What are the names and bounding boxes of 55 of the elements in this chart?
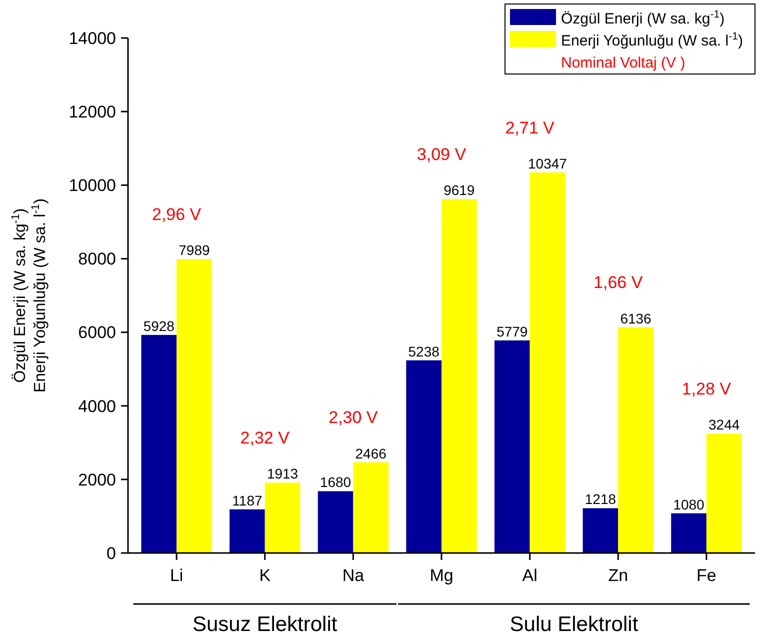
data-label: 10347 bbox=[528, 155, 568, 172]
legend-label: Özgül Enerji (W sa. kg$^{-1}$) bbox=[561, 8, 725, 28]
x-tick-label: Li bbox=[170, 566, 184, 585]
data-label: 1680 bbox=[320, 474, 352, 490]
x-tick-label: Fe bbox=[696, 566, 716, 585]
x-tick-label: Zn bbox=[608, 566, 628, 585]
data-label: 1218 bbox=[584, 491, 616, 508]
x-tick-label: K bbox=[259, 566, 272, 585]
y-tick-label: 8000 bbox=[78, 250, 116, 269]
y-tick-label: 4000 bbox=[78, 396, 116, 416]
data-label: 2466 bbox=[355, 445, 387, 462]
data-label: 1913 bbox=[266, 466, 298, 482]
bar bbox=[353, 462, 389, 553]
y-tick-label: 0 bbox=[106, 544, 116, 563]
data-label: 7989 bbox=[178, 242, 210, 258]
bar bbox=[671, 513, 706, 553]
data-label: 5238 bbox=[408, 343, 440, 360]
bar bbox=[530, 172, 566, 553]
bar bbox=[494, 340, 530, 553]
bar bbox=[230, 509, 265, 553]
bar bbox=[141, 334, 177, 553]
data-label: 5928 bbox=[143, 318, 175, 334]
data-label: 9619 bbox=[444, 182, 475, 198]
bar bbox=[582, 508, 618, 553]
annotation: 2,96 V bbox=[152, 205, 202, 224]
x-tick-label: Al bbox=[522, 566, 538, 585]
y-tick-label: 12000 bbox=[68, 102, 116, 122]
bar bbox=[318, 491, 354, 553]
bar bbox=[406, 360, 442, 553]
legend-label: Enerji Yoğunluğu (W sa. l$^{-1}$) bbox=[561, 30, 743, 50]
data-label: 5779 bbox=[496, 323, 528, 340]
annotation: 2,32 V bbox=[240, 428, 290, 448]
annotation: 1,28 V bbox=[682, 380, 732, 399]
y-tick-label: 6000 bbox=[78, 323, 116, 342]
annotation: 2,30 V bbox=[328, 408, 378, 428]
annotation: Nominal Voltaj (V ) bbox=[561, 54, 686, 72]
annotation: 1,66 V bbox=[594, 273, 644, 292]
text: Sulu Elektrolit bbox=[510, 613, 638, 636]
y-tick-label: 10000 bbox=[68, 176, 116, 196]
bar bbox=[442, 199, 477, 553]
bar bbox=[618, 327, 654, 553]
bar bbox=[264, 482, 300, 553]
data-label: 1187 bbox=[232, 492, 262, 508]
x-tick-label: Mg bbox=[430, 566, 454, 585]
y-tick-label: 2000 bbox=[78, 470, 116, 490]
x-tick-label: Na bbox=[342, 566, 365, 585]
bar bbox=[176, 259, 212, 553]
data-label: 6136 bbox=[620, 310, 652, 326]
annotation: 2,71 V bbox=[505, 118, 556, 138]
text: Susuz Elektrolit bbox=[192, 613, 338, 636]
annotation: 3,09 V bbox=[416, 145, 467, 164]
data-label: 3244 bbox=[708, 416, 740, 433]
bar bbox=[706, 434, 742, 553]
y-tick-label: 14000 bbox=[68, 28, 116, 48]
data-label: 1080 bbox=[673, 496, 705, 512]
